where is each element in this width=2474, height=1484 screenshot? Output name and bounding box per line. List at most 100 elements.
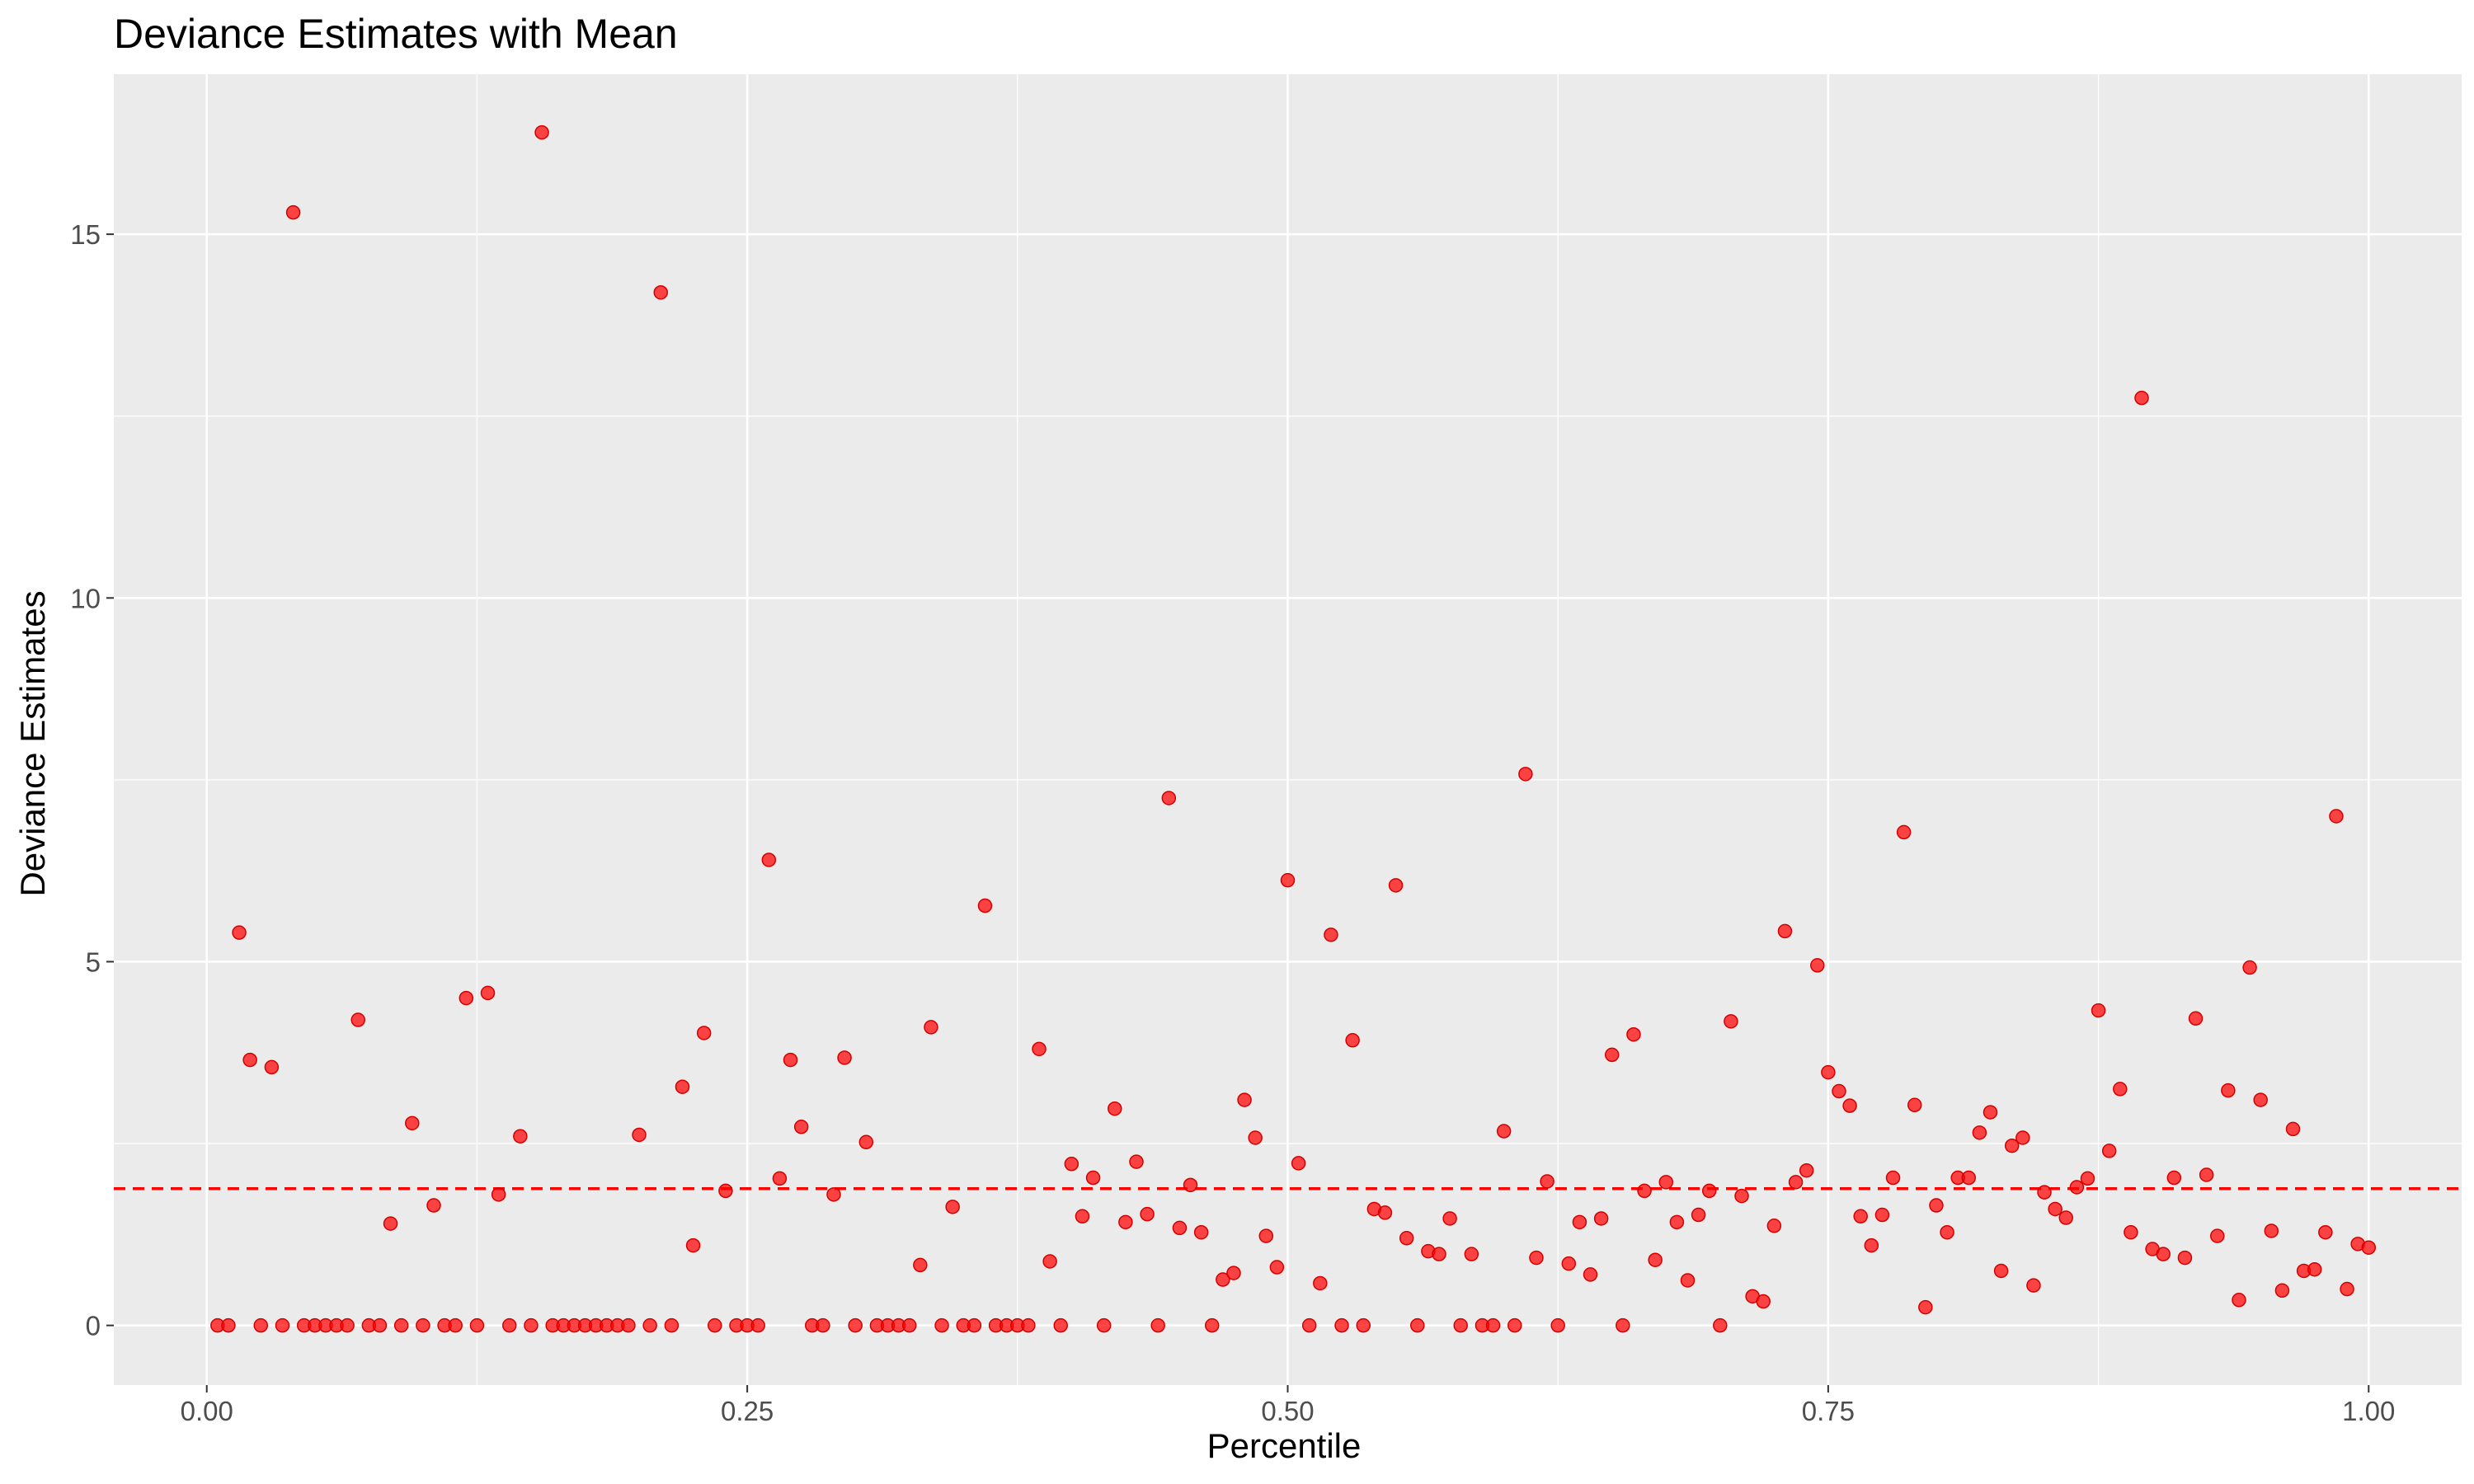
data-point	[1053, 1317, 1068, 1333]
data-point	[1432, 1247, 1446, 1261]
data-point	[1021, 1317, 1036, 1333]
data-point	[1042, 1254, 1057, 1269]
data-point	[1658, 1175, 1674, 1190]
data-point	[383, 1216, 398, 1231]
data-point	[2124, 1224, 2138, 1240]
data-point	[480, 985, 496, 1001]
data-point	[242, 1052, 257, 1068]
data-point	[416, 1317, 430, 1333]
data-point	[405, 1115, 420, 1131]
data-point	[1918, 1299, 1933, 1315]
data-point	[1896, 824, 1912, 840]
data-point	[1129, 1154, 1144, 1169]
data-point	[1885, 1170, 1901, 1186]
data-point	[448, 1317, 463, 1333]
data-point	[1701, 1183, 1717, 1199]
data-point	[1929, 1198, 1944, 1213]
data-point	[1691, 1207, 1706, 1223]
data-point	[924, 1020, 938, 1035]
data-point	[1140, 1206, 1155, 1222]
y-tick-label: 10	[70, 583, 101, 613]
data-point	[2285, 1121, 2301, 1137]
data-point	[1842, 1098, 1857, 1113]
data-point	[1626, 1026, 1641, 1042]
data-point	[491, 1187, 506, 1202]
data-point	[1604, 1047, 1620, 1063]
data-point	[750, 1317, 765, 1333]
data-point	[1788, 1175, 1804, 1190]
data-point	[621, 1317, 636, 1333]
data-point	[2340, 1281, 2354, 1297]
data-point	[793, 1120, 809, 1134]
data-point	[967, 1317, 982, 1333]
data-point	[685, 1237, 701, 1253]
data-point	[696, 1026, 712, 1040]
data-point	[1561, 1256, 1577, 1271]
data-point	[816, 1317, 830, 1333]
data-point	[393, 1317, 409, 1333]
data-point	[1204, 1317, 1220, 1333]
data-point	[253, 1317, 269, 1333]
data-point	[934, 1317, 949, 1333]
data-point	[1377, 1205, 1393, 1220]
data-point	[1161, 791, 1177, 805]
data-point	[1777, 923, 1793, 939]
data-point	[275, 1317, 290, 1333]
data-point	[1766, 1219, 1782, 1233]
data-point	[2026, 1278, 2041, 1293]
data-point	[2199, 1167, 2214, 1182]
data-point	[664, 1317, 680, 1333]
data-point	[913, 1257, 928, 1273]
data-point	[2242, 960, 2257, 975]
data-point	[2361, 1240, 2377, 1255]
data-point	[675, 1079, 690, 1094]
data-point	[2274, 1283, 2290, 1298]
data-point	[1669, 1214, 1685, 1230]
data-point	[977, 898, 993, 913]
data-point	[1324, 928, 1338, 942]
data-point	[1301, 1317, 1317, 1333]
data-point	[2177, 1250, 2193, 1266]
data-point	[1183, 1177, 1198, 1193]
data-point	[1345, 1033, 1360, 1048]
data-point	[459, 990, 474, 1006]
data-point	[2113, 1082, 2128, 1097]
data-point	[1907, 1097, 1922, 1113]
data-point	[1193, 1224, 1209, 1240]
data-point	[2166, 1170, 2182, 1186]
data-point	[1269, 1260, 1285, 1275]
data-point	[1853, 1209, 1868, 1224]
data-point	[858, 1134, 874, 1150]
data-point	[1496, 1124, 1512, 1139]
data-point	[2004, 1138, 2020, 1153]
x-tick-label: 0.25	[721, 1396, 774, 1426]
data-point	[2253, 1092, 2268, 1107]
data-points	[210, 124, 2377, 1333]
data-point	[1118, 1214, 1133, 1230]
data-point	[1529, 1250, 1544, 1266]
data-point	[772, 1171, 788, 1186]
data-point	[826, 1187, 841, 1202]
data-point	[1399, 1231, 1414, 1246]
data-point	[1096, 1317, 1112, 1333]
data-point	[2048, 1201, 2062, 1217]
data-point	[901, 1317, 917, 1333]
data-point	[2264, 1223, 2279, 1238]
y-axis-title: Deviance Estimates	[13, 590, 52, 896]
data-point	[1874, 1207, 1890, 1223]
data-point	[945, 1200, 960, 1214]
x-axis: 0.00 0.25 0.50 0.75 1.00	[181, 1385, 2395, 1426]
x-tick-label: 1.00	[2342, 1396, 2395, 1426]
data-point	[340, 1317, 355, 1333]
data-point	[2232, 1293, 2246, 1308]
data-point	[1734, 1188, 1749, 1204]
data-point	[2221, 1082, 2236, 1098]
data-point	[848, 1317, 863, 1333]
data-point	[642, 1317, 657, 1333]
data-point	[469, 1317, 485, 1333]
data-point	[426, 1198, 441, 1213]
data-point	[1108, 1101, 1122, 1116]
data-point	[1485, 1317, 1501, 1333]
data-point	[2156, 1247, 2171, 1261]
